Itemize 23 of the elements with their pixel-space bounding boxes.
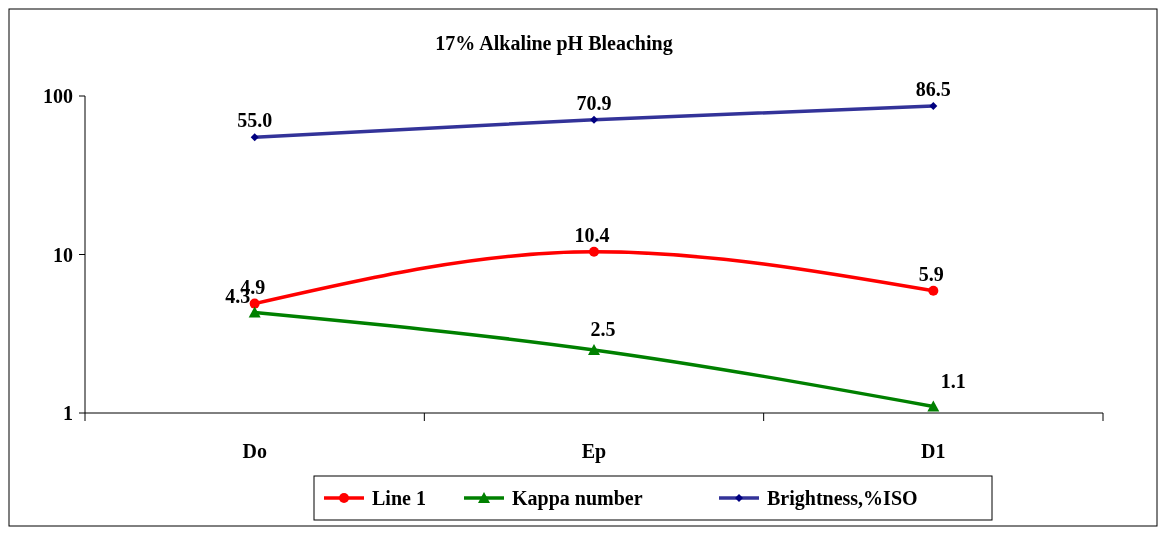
data-label: 70.9 xyxy=(576,91,612,114)
x-tick-label: Ep xyxy=(581,440,607,463)
legend-label: Line 1 xyxy=(372,487,426,509)
legend-label: Brightness,%ISO xyxy=(767,487,918,510)
point xyxy=(249,298,260,309)
point xyxy=(927,400,940,412)
point xyxy=(928,285,939,296)
point xyxy=(248,306,261,318)
x-tick-label: D1 xyxy=(921,440,946,462)
data-label: 5.9 xyxy=(918,262,944,285)
data-label: 55.0 xyxy=(237,109,273,132)
data-label: 1.1 xyxy=(940,370,966,393)
legend-label: Kappa number xyxy=(512,487,643,510)
point xyxy=(589,246,599,257)
data-label: 10.4 xyxy=(574,223,610,246)
y-tick-label: 100 xyxy=(43,85,73,107)
data-label: 86.5 xyxy=(915,77,951,100)
chart-title: 17% Alkaline pH Bleaching xyxy=(435,32,673,55)
y-tick-label: 1 xyxy=(63,402,73,424)
x-tick-label: Do xyxy=(242,440,267,462)
point xyxy=(588,343,600,355)
y-tick-label: 10 xyxy=(53,243,73,266)
data-label: 2.5 xyxy=(590,317,616,340)
